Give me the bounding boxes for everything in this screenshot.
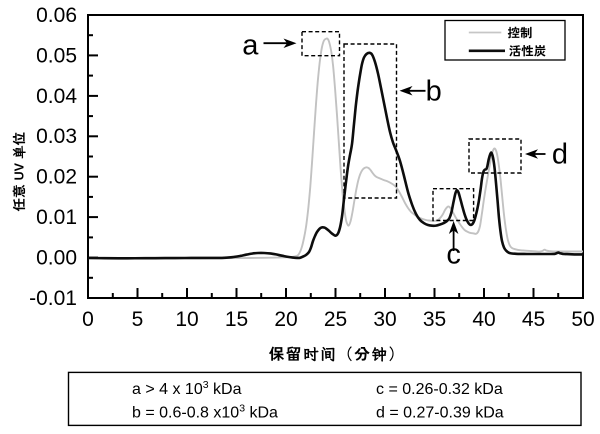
- svg-text:20: 20: [274, 308, 297, 331]
- svg-text:0.05: 0.05: [36, 44, 77, 67]
- svg-text:c: c: [446, 239, 461, 271]
- svg-text:c = 0.26-0.32 kDa: c = 0.26-0.32 kDa: [376, 381, 503, 398]
- svg-text:45: 45: [522, 308, 545, 331]
- svg-text:5: 5: [132, 308, 144, 331]
- svg-text:15: 15: [225, 308, 248, 331]
- svg-text:a: a: [242, 30, 259, 62]
- svg-text:50: 50: [571, 308, 594, 331]
- svg-text:0.01: 0.01: [36, 206, 77, 229]
- svg-text:UV: UV: [13, 162, 27, 180]
- svg-text:0.06: 0.06: [36, 4, 77, 27]
- svg-text:d = 0.27-0.39 kDa: d = 0.27-0.39 kDa: [376, 404, 504, 421]
- svg-text:30: 30: [373, 308, 396, 331]
- svg-text:25: 25: [324, 308, 347, 331]
- svg-text:0.00: 0.00: [36, 247, 77, 270]
- svg-text:0.03: 0.03: [36, 125, 77, 148]
- svg-text:a > 4 x 103 kDa: a > 4 x 103 kDa: [132, 379, 242, 398]
- svg-text:40: 40: [472, 308, 495, 331]
- svg-text:b: b: [426, 75, 442, 107]
- svg-text:0.04: 0.04: [36, 85, 77, 108]
- svg-text:10: 10: [175, 308, 198, 331]
- svg-text:35: 35: [423, 308, 446, 331]
- svg-text:0.02: 0.02: [36, 166, 77, 189]
- svg-text:0: 0: [82, 308, 94, 331]
- svg-text:d: d: [552, 139, 568, 171]
- svg-text:-0.01: -0.01: [29, 287, 77, 310]
- svg-text:b = 0.6-0.8 x103 kDa: b = 0.6-0.8 x103 kDa: [132, 402, 278, 421]
